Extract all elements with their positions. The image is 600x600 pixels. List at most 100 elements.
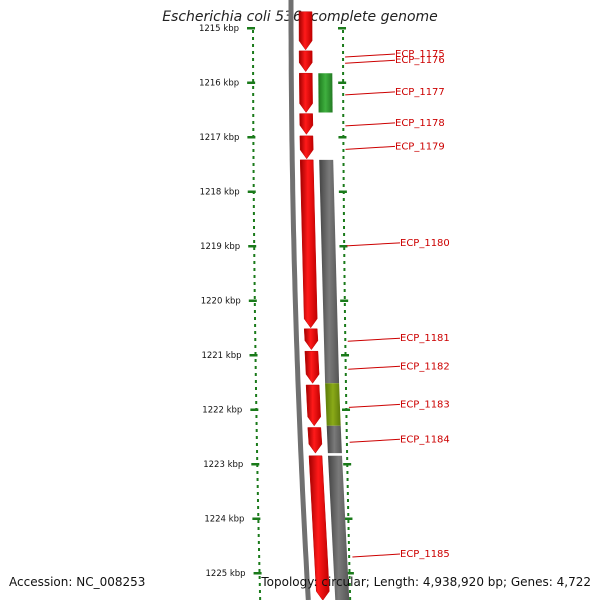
gene-label[interactable]: ECP_1182 (400, 361, 450, 372)
ruler-dot (347, 541, 350, 544)
ruler-dot (344, 338, 347, 341)
ruler-dot (253, 310, 256, 313)
gene-label[interactable]: ECP_1184 (400, 434, 450, 445)
ruler-major-tick (251, 463, 260, 466)
ruler-dot (257, 513, 260, 516)
ruler-major-tick (345, 572, 354, 575)
gene-cds-reverse[interactable] (299, 159, 318, 329)
gene-cds-reverse[interactable] (299, 113, 314, 135)
ruler-dot (252, 37, 255, 40)
gene-cds-reverse[interactable] (303, 328, 319, 351)
gene-cds-reverse[interactable] (304, 350, 320, 384)
ruler-dot (252, 79, 255, 82)
ruler-dot (346, 499, 349, 502)
ruler-dot (342, 163, 345, 166)
ruler-dot (342, 51, 345, 54)
ruler-dot (343, 261, 346, 264)
ruler-dot (252, 219, 255, 222)
gene-leader-line (349, 438, 401, 443)
gene-feature-forward[interactable] (328, 455, 350, 600)
gene-label[interactable]: ECP_1176 (395, 55, 445, 66)
ruler-major-tick (344, 517, 353, 520)
ruler-dot (346, 450, 349, 453)
ruler-major-tick (247, 81, 256, 84)
gene-cds-reverse[interactable] (298, 50, 313, 73)
gene-label[interactable]: ECP_1177 (395, 87, 445, 98)
ruler-dot (256, 485, 259, 488)
gene-feature-forward[interactable] (325, 383, 341, 426)
gene-leader-line (345, 91, 396, 96)
ruler-tick-label: 1223 kbp (203, 460, 243, 470)
ruler-dot (348, 562, 351, 565)
gene-label[interactable]: ECP_1185 (400, 549, 450, 560)
ruler-major-tick (338, 136, 347, 139)
ruler-dot (347, 513, 350, 516)
gene-cds-reverse[interactable] (305, 384, 321, 427)
genome-backbone (288, 0, 311, 600)
ruler-dot (348, 590, 351, 593)
ruler-dot (252, 93, 255, 96)
ruler-dot (252, 170, 255, 173)
gene-leader-line (348, 365, 401, 370)
ruler-dot (343, 268, 346, 271)
ruler-dot (345, 429, 348, 432)
gene-leader-line (345, 53, 396, 58)
ruler-dot (343, 296, 346, 299)
gene-cds-reverse[interactable] (298, 11, 313, 51)
ruler-dot (343, 282, 346, 285)
ruler-dot (253, 233, 256, 236)
ruler-major-tick (338, 81, 347, 84)
ruler-tick-label: 1217 kbp (199, 133, 239, 143)
ruler-dot (346, 485, 349, 488)
ruler-dot (342, 149, 345, 152)
gene-label[interactable]: ECP_1175 (395, 49, 445, 60)
ruler-dot (252, 198, 255, 201)
ruler-major-tick (247, 136, 256, 139)
ruler-dot (256, 492, 259, 495)
ruler-dot (255, 415, 258, 418)
ruler-dot (348, 548, 351, 551)
ruler-dot (252, 212, 255, 215)
ruler-dot (342, 79, 345, 82)
ruler-dot (254, 338, 257, 341)
gene-feature-forward[interactable] (319, 159, 340, 384)
ruler-dot (252, 107, 255, 110)
ruler-dot (343, 310, 346, 313)
ruler-dot (342, 219, 345, 222)
ruler-dot (252, 177, 255, 180)
ruler-dot (253, 240, 256, 243)
ruler-dot (343, 275, 346, 278)
gene-label[interactable]: ECP_1183 (400, 399, 450, 410)
ruler-dot (348, 576, 351, 579)
gene-label[interactable]: ECP_1181 (400, 333, 450, 344)
ruler-dot (252, 86, 255, 89)
ruler-dot (254, 380, 257, 383)
ruler-dot (252, 205, 255, 208)
gene-label[interactable]: ECP_1178 (395, 118, 445, 129)
ruler-major-tick (250, 408, 259, 411)
ruler-major-tick (248, 245, 257, 248)
ruler-dot (254, 387, 257, 390)
gene-feature-forward[interactable] (318, 73, 333, 113)
ruler-major-tick (338, 190, 347, 193)
gene-label[interactable]: ECP_1180 (400, 238, 450, 249)
ruler-dot (258, 555, 261, 558)
gene-cds-reverse[interactable] (299, 72, 313, 113)
ruler-dot (343, 289, 346, 292)
gene-feature-forward[interactable] (326, 425, 342, 454)
ruler-dot (256, 471, 259, 474)
ruler-dot (347, 506, 350, 509)
gene-cds-reverse[interactable] (308, 455, 330, 600)
ruler-dot (344, 359, 347, 362)
gene-label[interactable]: ECP_1179 (395, 141, 445, 152)
ruler-dot (252, 184, 255, 187)
ruler-tick-label: 1218 kbp (200, 188, 240, 198)
gene-leader-line (345, 59, 396, 64)
gene-cds-reverse[interactable] (299, 135, 314, 160)
gene-cds-reverse[interactable] (307, 427, 323, 454)
ruler-dot (348, 555, 351, 558)
genome-summary-text: Topology: circular; Length: 4,938,920 bp… (261, 575, 591, 589)
ruler-dot (257, 541, 260, 544)
ruler-dot (342, 86, 345, 89)
